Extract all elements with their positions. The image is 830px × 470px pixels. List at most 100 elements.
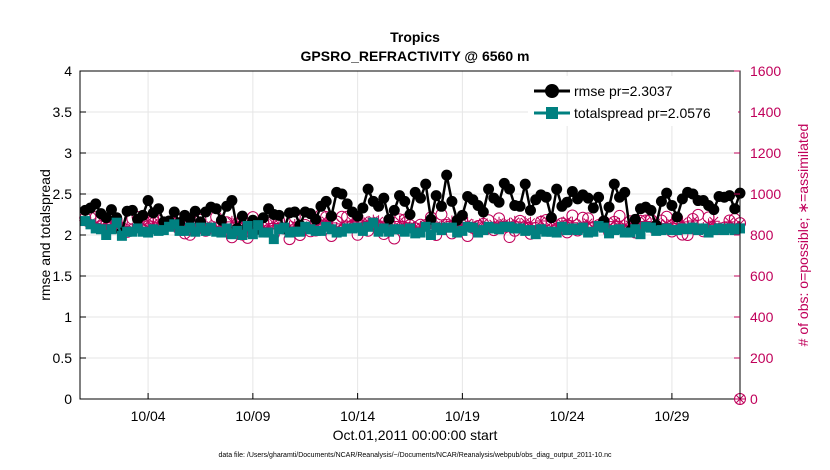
obs-assimilated-point	[105, 216, 118, 229]
totalspread-point	[635, 229, 646, 240]
y-tick-label: 2.5	[53, 186, 73, 202]
totalspread-point	[95, 224, 106, 235]
totalspread-point	[137, 226, 148, 237]
y2-tick-label: 1600	[750, 63, 781, 79]
obs-assimilated-point	[603, 219, 616, 232]
totalspread-point	[452, 227, 463, 238]
rmse-point	[629, 213, 641, 225]
totalspread-point	[672, 225, 683, 236]
rmse-point	[210, 203, 222, 215]
totalspread-point	[342, 223, 353, 234]
legend-box	[528, 76, 738, 126]
rmse-point	[645, 204, 657, 216]
x-axis-label: Oct.01,2011 00:00:00 start	[333, 427, 498, 443]
totalspread-point	[436, 225, 447, 236]
totalspread-point	[488, 223, 499, 234]
obs-assimilated-point	[178, 219, 191, 232]
totalspread-point	[625, 227, 635, 238]
totalspread-point	[431, 222, 442, 233]
totalspread-point	[515, 223, 525, 234]
y2-axis-label: # of obs: o=possible; ∗=assimilated	[795, 124, 811, 347]
totalspread-point	[604, 228, 615, 239]
obs-assimilated-point	[346, 215, 359, 228]
totalspread-point	[630, 224, 641, 235]
rmse-point	[226, 195, 238, 207]
obs-assimilated-point	[634, 218, 647, 231]
totalspread-point	[216, 227, 227, 238]
rmse-point	[362, 183, 374, 195]
totalspread-point	[101, 230, 112, 240]
rmse-point	[273, 209, 285, 221]
rmse-point	[446, 195, 458, 207]
totalspread-point	[729, 225, 740, 236]
obs-assimilated-point	[325, 216, 338, 229]
rmse-point	[168, 206, 180, 218]
chart-title: Tropics	[390, 29, 440, 45]
obs-assimilated-point	[723, 215, 736, 228]
rmse-point	[336, 188, 348, 200]
rmse-point	[357, 202, 369, 214]
totalspread-point	[572, 225, 583, 236]
totalspread-point	[473, 227, 484, 238]
totalspread-point	[284, 227, 295, 238]
y-tick-label: 0.5	[53, 350, 73, 366]
totalspread-point	[263, 227, 274, 238]
totalspread-point	[577, 222, 588, 233]
totalspread-point	[693, 225, 704, 236]
rmse-point	[540, 191, 552, 203]
totalspread-point	[410, 228, 421, 239]
rmse-point	[504, 183, 516, 195]
obs-assimilated-point	[639, 215, 652, 228]
rmse-point	[655, 195, 667, 207]
totalspread-point	[677, 223, 688, 234]
totalspread-point	[394, 224, 405, 235]
obs-assimilated-point	[456, 219, 469, 232]
rmse-point	[310, 213, 322, 225]
obs-assimilated-point	[477, 216, 490, 229]
legend-spread-marker	[546, 107, 558, 119]
totalspread-point	[315, 225, 326, 236]
rmse-point	[608, 178, 620, 190]
totalspread-point	[719, 225, 730, 236]
rmse-point	[493, 196, 505, 208]
obs-assimilated-point	[508, 215, 521, 228]
totalspread-point	[357, 225, 368, 236]
totalspread-point	[116, 230, 127, 241]
totalspread-point	[425, 230, 436, 240]
rmse-point	[671, 211, 683, 223]
totalspread-point	[467, 222, 478, 233]
totalspread-point	[614, 224, 625, 235]
rmse-point	[153, 203, 165, 215]
rmse-point	[236, 210, 248, 222]
totalspread-point	[541, 226, 552, 237]
rmse-point	[441, 169, 453, 181]
y2-tick-label: 400	[750, 309, 774, 325]
rmse-point	[105, 204, 117, 216]
y-tick-label: 3.5	[53, 104, 73, 120]
y2-tick-label: 1400	[750, 104, 781, 120]
rmse-point	[383, 213, 395, 225]
axis-ticks: 0 0.5 1 1.5 2 2.5 3 3.5 4 0 200 400 600 800 1000 1200 14…	[53, 63, 782, 424]
rmse-point	[551, 183, 563, 195]
totalspread-point	[300, 221, 311, 232]
x-tick-label: 10/14	[340, 408, 375, 424]
obs-assimilated-point	[665, 217, 678, 230]
y-tick-label: 4	[64, 63, 72, 79]
totalspread-point	[237, 230, 248, 240]
y-tick-label: 3	[64, 145, 72, 161]
legend: rmse pr=2.3037 totalspread pr=2.0576	[528, 76, 738, 126]
obs-assimilated-point	[236, 216, 249, 229]
rmse-point	[137, 209, 149, 221]
totalspread-point	[352, 222, 363, 233]
obs-assimilated-point	[273, 217, 286, 230]
rmse-point	[388, 204, 400, 216]
rmse-point	[414, 192, 426, 204]
totalspread-point	[378, 223, 389, 234]
obs-assimilated-point	[534, 215, 547, 228]
legend-rmse-marker	[545, 84, 559, 98]
rmse-point	[289, 206, 301, 218]
obs-assimilated-point	[613, 217, 626, 230]
totalspread-point	[666, 225, 677, 236]
rmse-point	[430, 190, 442, 202]
totalspread-point	[389, 224, 400, 235]
